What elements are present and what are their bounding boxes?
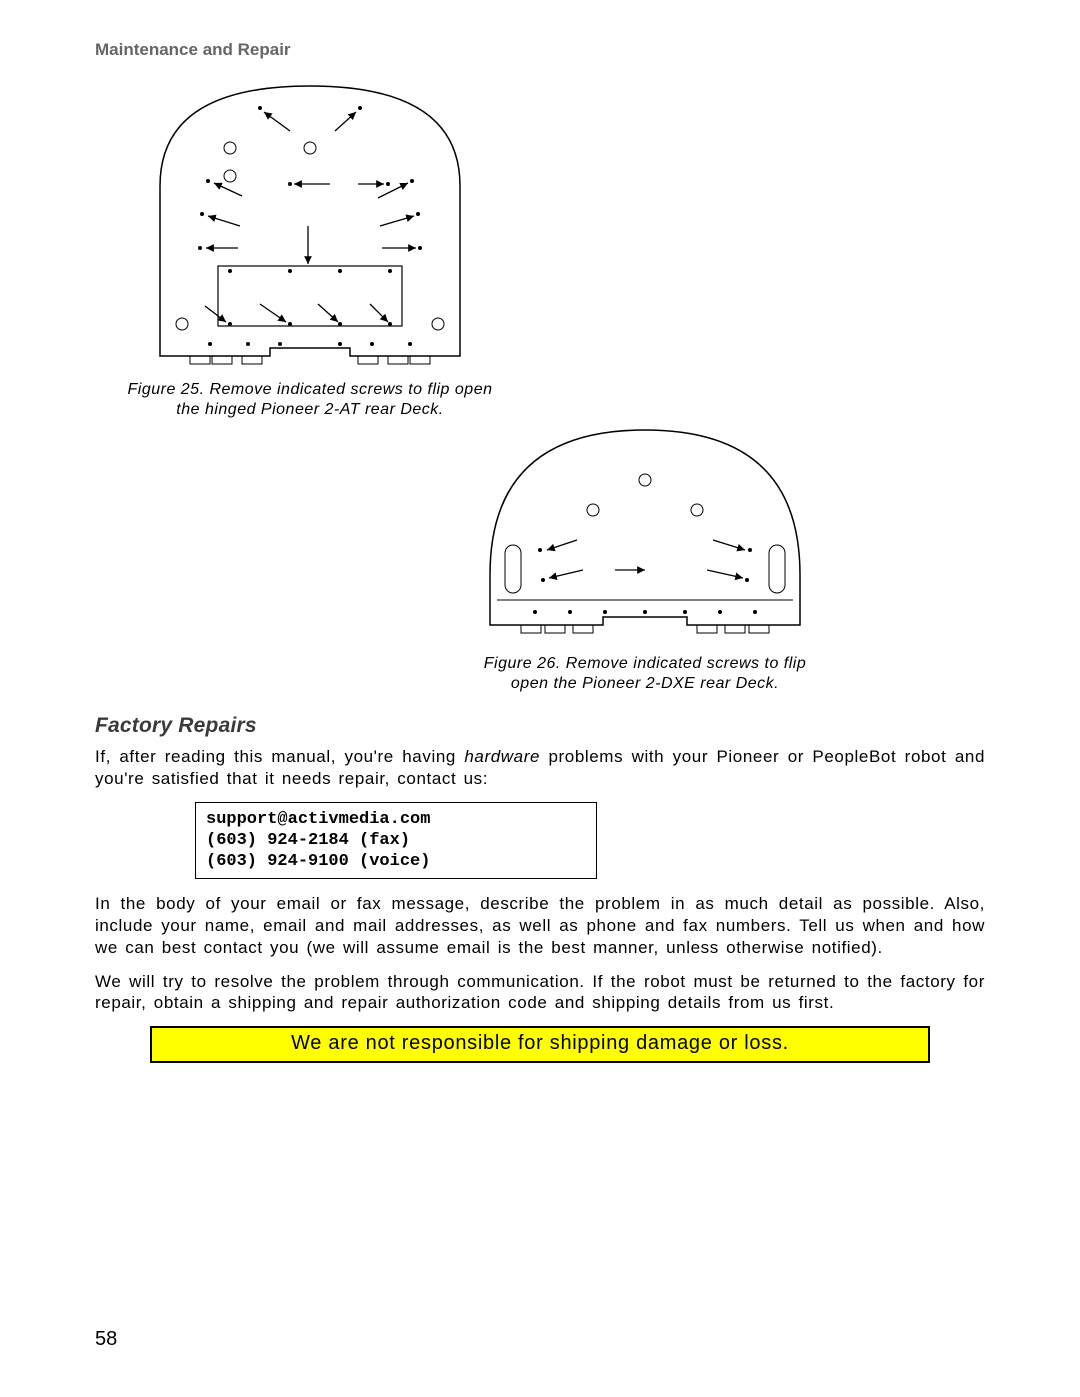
figure-25-diagram [130,76,490,376]
contact-voice: (603) 924-9100 (voice) [206,852,430,871]
running-head: Maintenance and Repair [95,40,985,60]
figure-25-caption: Figure 25. Remove indicated screws to fl… [120,380,500,420]
section-heading-factory-repairs: Factory Repairs [95,714,985,738]
figure-26-caption: Figure 26. Remove indicated screws to fl… [455,654,835,694]
paragraph-intro-a: If, after reading this manual, you're ha… [95,747,464,766]
paragraph-return: We will try to resolve the problem throu… [95,971,985,1015]
figure-26-diagram [465,420,825,650]
paragraph-details: In the body of your email or fax message… [95,893,985,958]
paragraph-intro: If, after reading this manual, you're ha… [95,746,985,790]
contact-box: support@activmedia.com (603) 924-2184 (f… [195,802,597,880]
figure-26: Figure 26. Remove indicated screws to fl… [455,420,835,694]
contact-fax: (603) 924-2184 (fax) [206,831,410,850]
page-number: 58 [95,1328,117,1351]
hardware-word: hardware [464,747,540,766]
figures-area: Figure 25. Remove indicated screws to fl… [95,76,985,694]
warning-banner: We are not responsible for shipping dama… [150,1026,930,1063]
page: Maintenance and Repair [0,0,1080,1397]
figure-25: Figure 25. Remove indicated screws to fl… [120,76,500,420]
contact-email: support@activmedia.com [206,810,430,829]
